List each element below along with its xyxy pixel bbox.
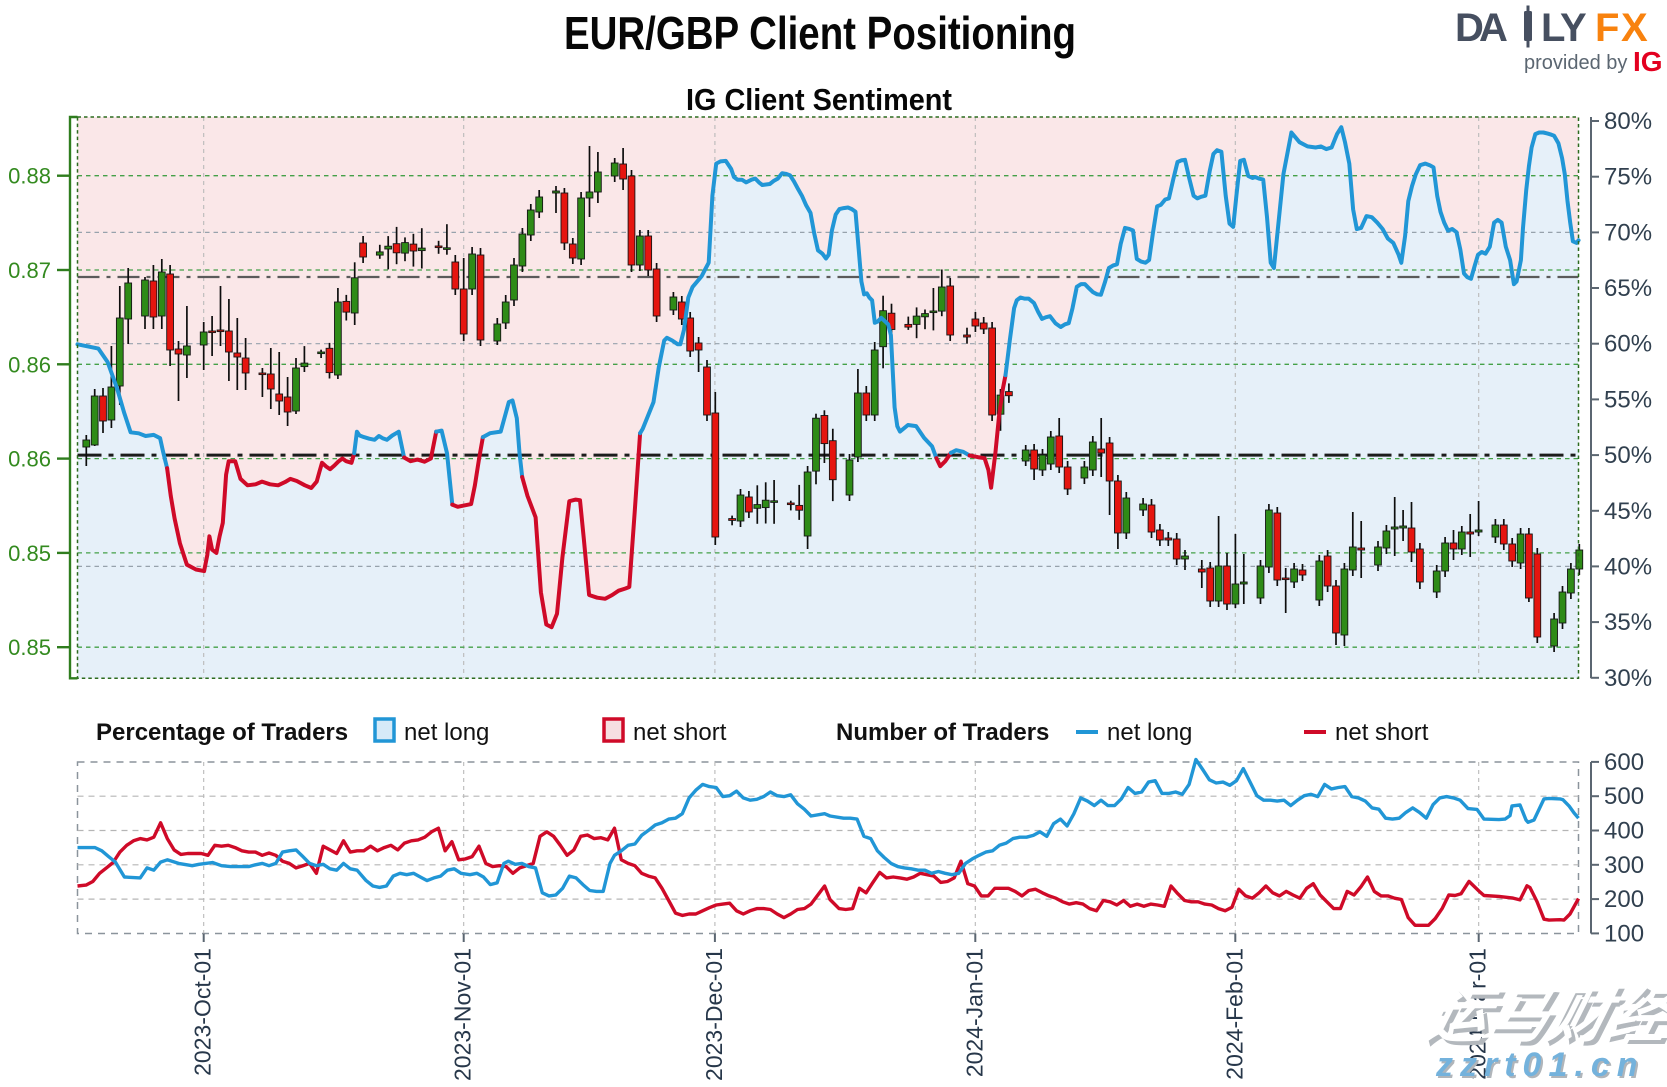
svg-text:30%: 30% (1604, 665, 1652, 692)
svg-text:600: 600 (1604, 749, 1644, 776)
svg-text:40%: 40% (1604, 553, 1652, 580)
svg-text:2023-Nov-01: 2023-Nov-01 (450, 948, 476, 1081)
svg-text:200: 200 (1604, 886, 1644, 913)
svg-text:50%: 50% (1604, 442, 1652, 469)
svg-text:zzrt01.cn: zzrt01.cn (1435, 1046, 1645, 1082)
svg-text:0.86: 0.86 (8, 352, 51, 377)
svg-text:Number of Traders: Number of Traders (836, 719, 1049, 746)
svg-text:IG Client Sentiment: IG Client Sentiment (686, 82, 952, 117)
svg-text:0.88: 0.88 (8, 164, 51, 189)
svg-text:运马财经: 运马财经 (1421, 982, 1667, 1049)
svg-text:A: A (1479, 6, 1508, 50)
svg-text:100: 100 (1604, 920, 1644, 947)
svg-text:0.86: 0.86 (8, 447, 51, 472)
svg-text:Y: Y (1560, 6, 1587, 50)
svg-text:0.85: 0.85 (8, 541, 51, 566)
svg-text:net short: net short (633, 719, 727, 746)
svg-text:net short: net short (1335, 719, 1429, 746)
svg-text:35%: 35% (1604, 609, 1652, 636)
svg-text:zzrt01.cn: zzrt01.cn (1437, 1048, 1647, 1082)
svg-text:provided by: provided by (1524, 52, 1627, 74)
svg-text:运马财经: 运马财经 (1425, 986, 1667, 1053)
svg-text:net long: net long (1107, 719, 1192, 746)
svg-text:EUR/GBP Client Positioning: EUR/GBP Client Positioning (564, 7, 1076, 59)
svg-text:2024-Feb-01: 2024-Feb-01 (1221, 948, 1247, 1080)
svg-text:65%: 65% (1604, 275, 1652, 302)
svg-text:L: L (1541, 6, 1565, 50)
svg-text:X: X (1621, 6, 1648, 50)
svg-text:400: 400 (1604, 818, 1644, 845)
svg-text:500: 500 (1604, 783, 1644, 810)
svg-text:0.87: 0.87 (8, 258, 51, 283)
svg-text:2024-Mar-01: 2024-Mar-01 (1465, 948, 1491, 1080)
svg-text:2024-Jan-01: 2024-Jan-01 (961, 948, 987, 1077)
svg-text:net long: net long (404, 719, 489, 746)
svg-text:2023-Oct-01: 2023-Oct-01 (190, 948, 216, 1076)
svg-text:F: F (1595, 6, 1619, 50)
svg-text:45%: 45% (1604, 498, 1652, 525)
svg-text:75%: 75% (1604, 164, 1652, 191)
svg-text:60%: 60% (1604, 331, 1652, 358)
svg-text:Percentage of Traders: Percentage of Traders (96, 719, 348, 746)
svg-text:300: 300 (1604, 852, 1644, 879)
svg-text:55%: 55% (1604, 386, 1652, 413)
svg-text:2023-Dec-01: 2023-Dec-01 (701, 948, 727, 1081)
svg-text:0.85: 0.85 (8, 635, 51, 660)
svg-text:IG: IG (1633, 46, 1663, 77)
svg-text:D: D (1455, 6, 1484, 50)
svg-text:70%: 70% (1604, 219, 1652, 246)
svg-text:80%: 80% (1604, 108, 1652, 135)
